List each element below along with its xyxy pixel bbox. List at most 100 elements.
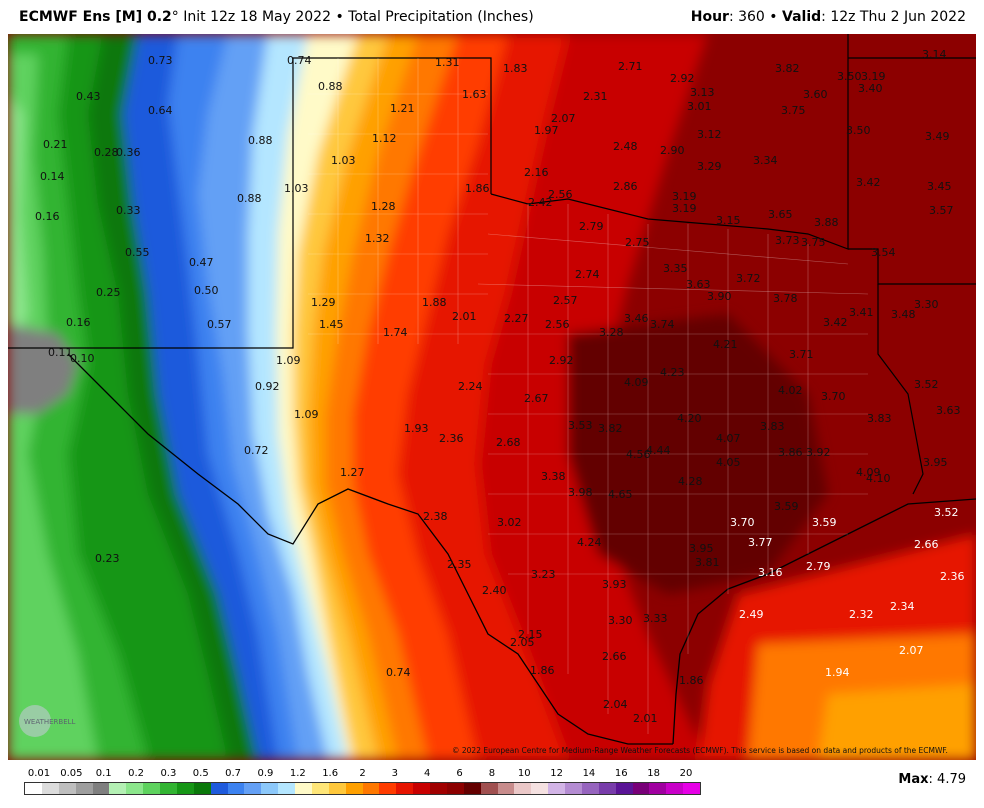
precip-value-label: 4.09 [624, 376, 649, 389]
scale-tick-label: 0.7 [225, 768, 242, 779]
scale-tick-label: 0.3 [160, 768, 177, 779]
precip-value-label: 2.15 [518, 628, 543, 641]
scale-color-swatch [143, 783, 160, 794]
scale-color-swatch [311, 783, 329, 794]
precip-value-label: 0.88 [237, 192, 262, 205]
precip-value-label: 3.82 [598, 422, 623, 435]
precip-value-label: 3.41 [849, 306, 874, 319]
precip-value-label: 2.92 [549, 354, 574, 367]
precip-value-label: 3.98 [568, 486, 593, 499]
precip-value-label: 3.82 [775, 62, 800, 75]
scale-color-swatch [463, 783, 481, 794]
degree-symbol: ° [171, 9, 179, 25]
precip-value-label: 2.42 [528, 196, 553, 209]
precip-value-label: 2.92 [670, 72, 695, 85]
precip-value-label: 3.57 [929, 204, 954, 217]
precip-value-label: 2.66 [602, 650, 627, 663]
precip-scale: 0.01 0.05 0.1 0.2 0.3 0.5 0.7 0.9 1.2 1.6 2 3 4 6 8 10 1… [24, 764, 701, 795]
scale-color-swatch [615, 783, 633, 794]
precip-value-label: 3.14 [922, 48, 947, 61]
precip-value-label: 0.14 [40, 170, 65, 183]
scale-tick-label: 2 [359, 768, 366, 779]
precip-value-label: 3.53 [568, 419, 593, 432]
max-number: : 4.79 [928, 772, 966, 787]
precip-value-label: 3.29 [697, 160, 722, 173]
precip-value-label: 3.28 [599, 326, 624, 339]
precip-value-label: 0.33 [116, 204, 141, 217]
map-title: ECMWF Ens [M] 0.2° Init 12z 18 May 2022 … [19, 0, 534, 34]
weatherbell-logo-icon: WEATHERBELL [19, 705, 76, 737]
scale-tick-label: 10 [517, 768, 531, 779]
precip-value-label: 3.12 [697, 128, 722, 141]
scale-color-swatch [683, 783, 700, 794]
precip-value-label: 3.23 [531, 568, 556, 581]
precip-value-label: 0.74 [287, 54, 312, 67]
precip-value-label: 3.45 [927, 180, 952, 193]
precip-value-label: 3.30 [914, 298, 939, 311]
precip-value-label: 4.07 [716, 432, 741, 445]
scale-color-swatch [41, 783, 59, 794]
precip-value-label: 3.65 [768, 208, 793, 221]
scale-color-swatch [278, 783, 295, 794]
scale-tick-label: 0.5 [192, 768, 209, 779]
scale-color-swatch [649, 783, 667, 794]
precip-value-label: 4.65 [608, 488, 633, 501]
precip-value-label: 3.49 [925, 130, 950, 143]
scale-tick-label: 3 [391, 768, 399, 779]
precip-value-label: 3.63 [936, 404, 961, 417]
precip-value-label: 1.12 [372, 132, 397, 145]
scale-color-swatch [531, 783, 549, 794]
precip-value-label: 1.97 [534, 124, 559, 137]
precip-value-label: 3.93 [602, 578, 627, 591]
valid-label: Valid [782, 9, 822, 25]
precip-value-label: 2.04 [603, 698, 628, 711]
scale-tick-label: 14 [582, 768, 596, 779]
precip-value-label: 2.01 [452, 310, 477, 323]
precip-value-label: 0.25 [96, 286, 121, 299]
precip-value-label: 3.88 [814, 216, 839, 229]
precip-value-label: 2.68 [496, 436, 521, 449]
valid-separator: • [769, 9, 778, 25]
precip-value-label: 3.42 [856, 176, 881, 189]
precip-value-label: 3.95 [923, 456, 948, 469]
precip-value-label: 3.95 [689, 542, 714, 555]
scale-color-swatch [227, 783, 245, 794]
precip-value-label: 2.24 [458, 380, 483, 393]
scale-color-bar [24, 782, 701, 795]
precip-value-label: 3.73 [775, 234, 800, 247]
scale-color-swatch [565, 783, 582, 794]
precip-value-label: 3.71 [789, 348, 814, 361]
max-value: Max: 4.79 [898, 772, 966, 787]
precip-value-label: 1.28 [371, 200, 396, 213]
precip-value-label: 3.77 [748, 536, 773, 549]
scale-color-swatch [176, 783, 194, 794]
precip-value-label: 3.35 [663, 262, 688, 275]
precip-value-label: 2.57 [553, 294, 578, 307]
precip-value-label: 2.32 [849, 608, 874, 621]
precip-value-label: 3.74 [650, 318, 675, 331]
scale-color-swatch [666, 783, 684, 794]
scale-color-swatch [497, 783, 515, 794]
precip-value-label: 1.09 [294, 408, 319, 421]
precip-value-label: 3.63 [686, 278, 711, 291]
precip-value-label: 3.86 [778, 446, 803, 459]
precip-value-label: 2.05 [510, 636, 535, 649]
precip-value-label: 2.74 [575, 268, 600, 281]
precip-value-label: 3.59 [812, 516, 837, 529]
scale-color-swatch [345, 783, 363, 794]
scale-color-swatch [261, 783, 279, 794]
precip-value-label: 3.33 [643, 612, 668, 625]
precip-value-label: 2.79 [579, 220, 604, 233]
precip-value-label: 4.20 [677, 412, 702, 425]
precip-value-label: 3.19 [861, 70, 886, 83]
precip-value-label: 3.92 [806, 446, 831, 459]
precip-value-label: 2.07 [551, 112, 576, 125]
precip-value-label: 1.93 [404, 422, 429, 435]
precip-value-label: 2.01 [633, 712, 658, 725]
valid-time: Hour: 360 • Valid: 12z Thu 2 Jun 2022 [691, 0, 966, 34]
precip-value-label: 2.16 [524, 166, 549, 179]
scale-color-swatch [379, 783, 397, 794]
precip-value-label: 2.56 [548, 188, 573, 201]
precip-value-label: 1.03 [284, 182, 309, 195]
scale-color-swatch [396, 783, 414, 794]
